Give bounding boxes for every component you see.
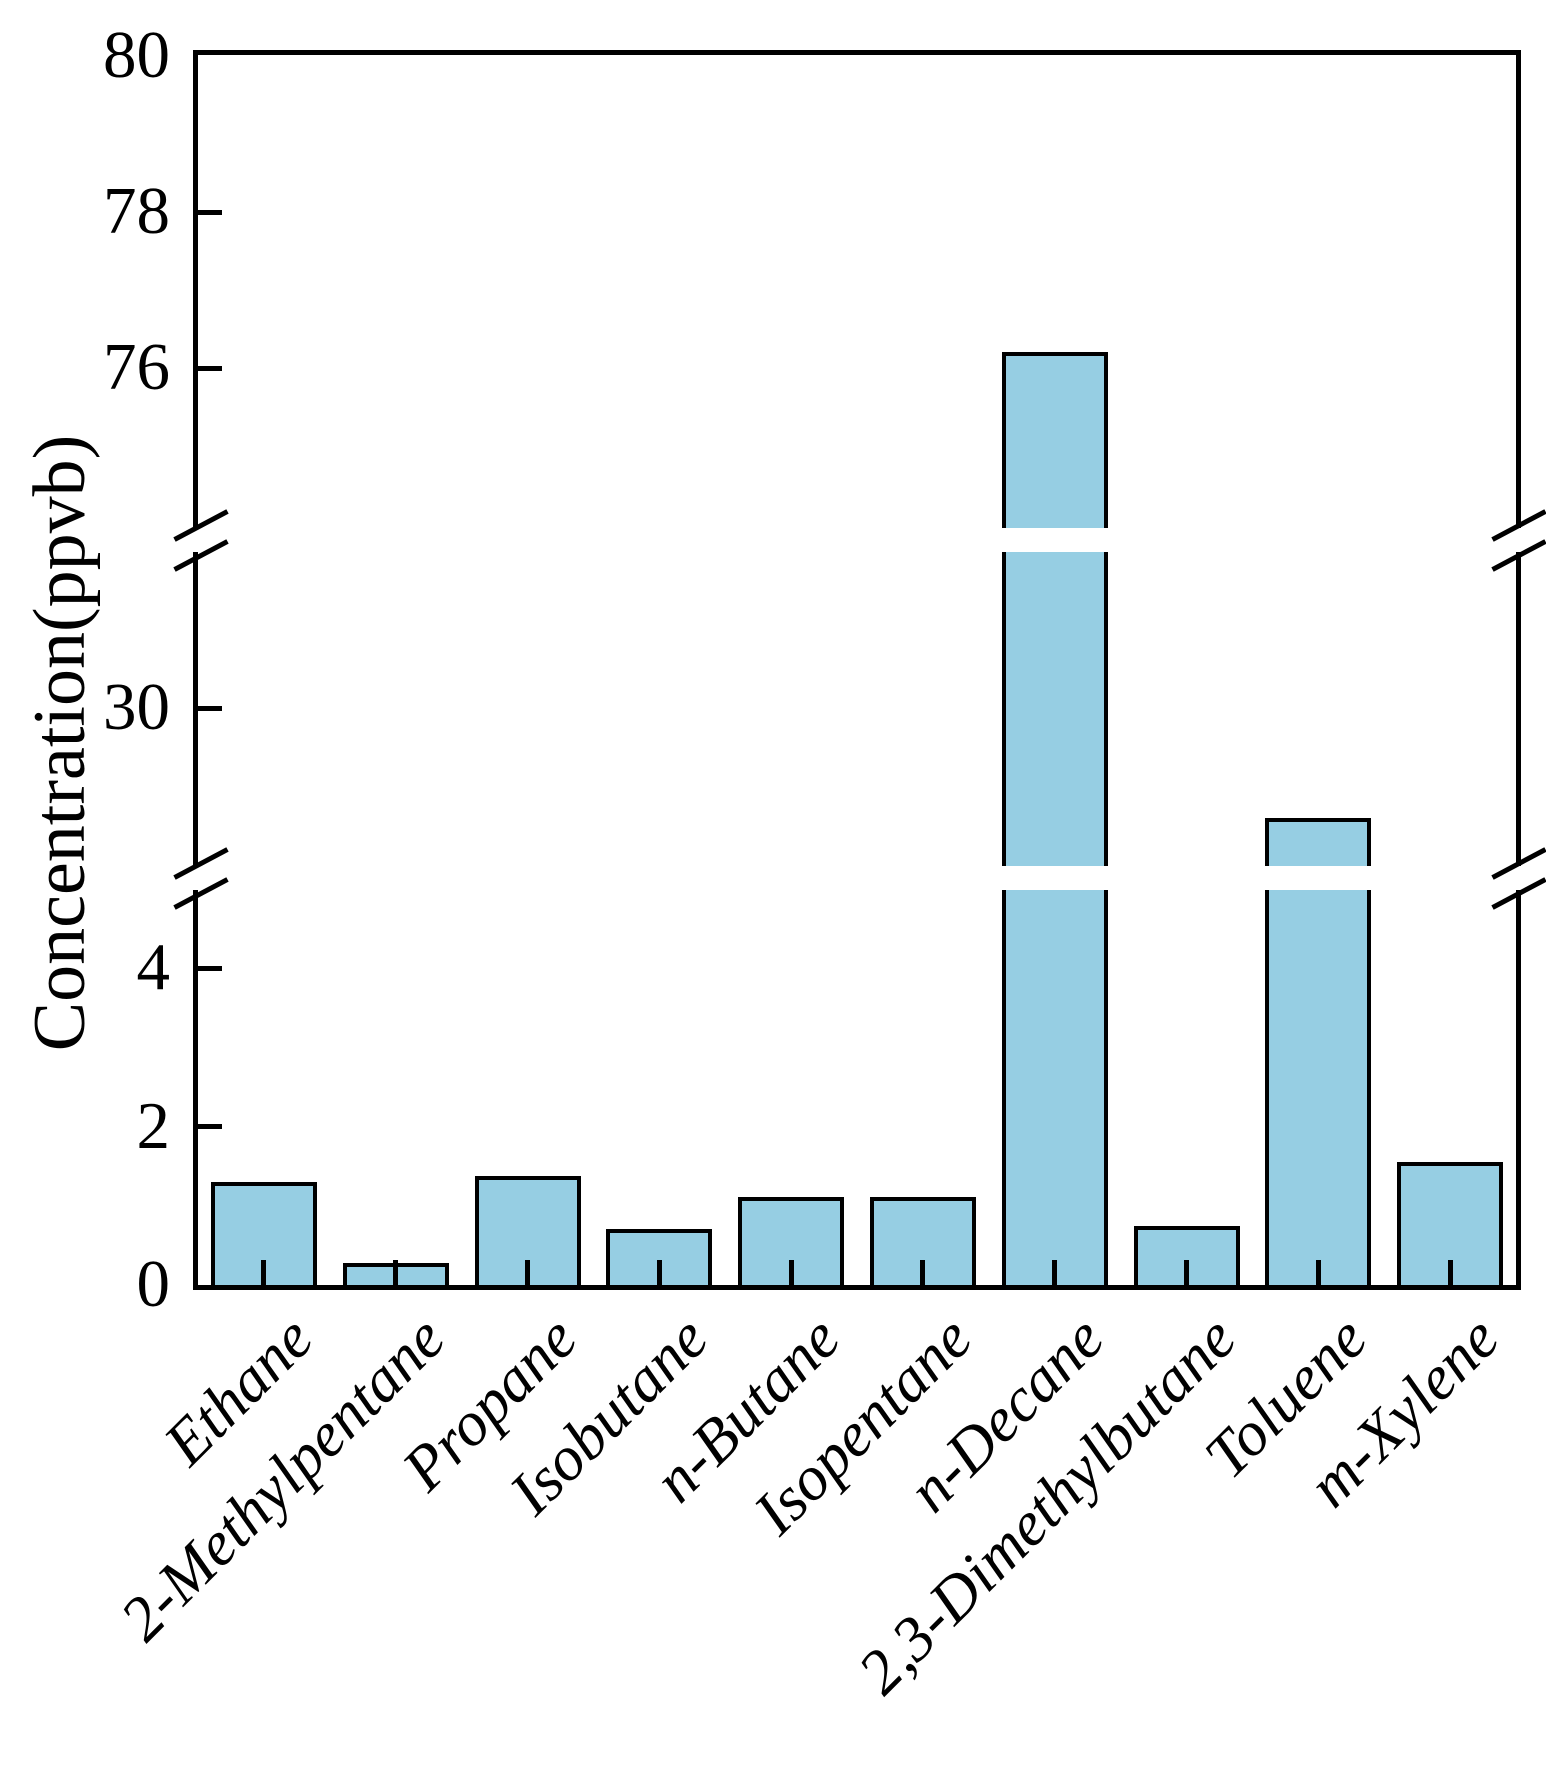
x-tick-mark (261, 1260, 267, 1285)
x-tick-mark (920, 1260, 926, 1285)
y-tick-mark (198, 365, 222, 371)
y-tick-label: 80 (103, 18, 170, 92)
y-axis-title: Concentration(ppvb) (19, 434, 101, 1052)
bar-Toluene (1265, 890, 1372, 1285)
bar-n-Decane (1001, 890, 1108, 1285)
y-tick-label: 30 (103, 670, 170, 744)
plot-area (193, 50, 1521, 1290)
x-tick-mark (1052, 1260, 1058, 1285)
y-tick-mark (198, 1124, 222, 1129)
x-tick-mark (393, 1260, 399, 1285)
y-tick-label: 76 (103, 330, 170, 404)
x-tick-mark (1184, 1260, 1189, 1285)
y-tick-label: 0 (136, 1247, 171, 1321)
y-tick-mark (198, 705, 222, 711)
x-tick-mark (1447, 1260, 1453, 1285)
bar-Toluene (1265, 818, 1372, 866)
y-tick-label: 78 (103, 174, 170, 248)
y-tick-mark (198, 209, 222, 215)
y-tick-label: 2 (136, 1088, 171, 1163)
bar-n-Decane (1001, 352, 1108, 528)
x-tick-mark (788, 1260, 794, 1285)
y-tick-mark (198, 965, 222, 971)
y-tick-label: 4 (136, 930, 171, 1004)
x-tick-mark (656, 1260, 662, 1285)
x-tick-mark (1315, 1260, 1321, 1285)
x-tick-mark (525, 1260, 530, 1285)
bar-n-Decane (1001, 552, 1108, 866)
